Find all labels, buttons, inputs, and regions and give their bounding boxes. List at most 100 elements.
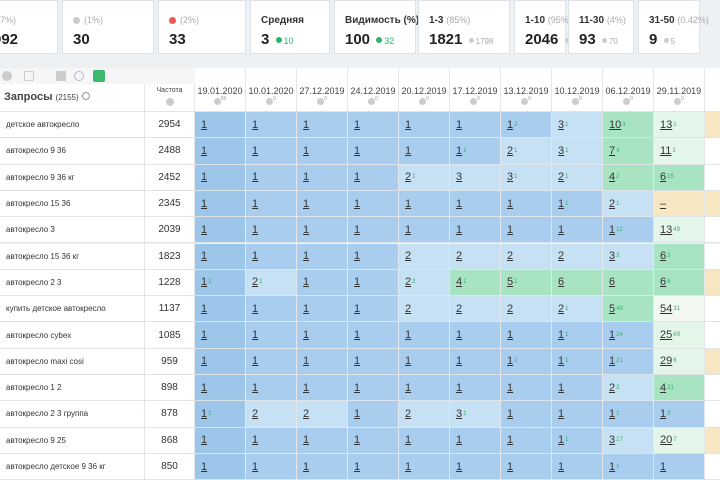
position[interactable]: 1 [507,197,514,210]
position[interactable]: 1 [303,118,310,131]
position[interactable]: 1 [354,197,361,210]
icon[interactable] [24,71,34,81]
position[interactable]: 1 [303,250,310,263]
position[interactable]: 1 [354,118,361,131]
position[interactable]: 1 [354,171,361,184]
query[interactable]: детское автокресло [0,112,145,139]
position[interactable]: 29 [660,355,673,368]
position[interactable]: 1 [558,355,565,368]
position[interactable]: 1 [456,355,463,368]
position[interactable]: 1 [201,460,208,473]
position[interactable]: 6 [609,276,616,289]
query[interactable]: автокресло cybex [0,322,145,349]
position[interactable]: 3 [456,407,463,420]
query[interactable]: автокресло детское 9 36 кг [0,453,145,480]
summary-card[interactable]: (2%) 33 [158,0,246,54]
position[interactable]: 13 [660,118,673,131]
position[interactable]: 4 [609,171,616,184]
query[interactable]: автокресло 3 [0,217,145,244]
date-header[interactable]: 20.12.2019 0 [399,68,450,112]
query[interactable]: автокресло 9 25 [0,427,145,454]
date-header[interactable]: 17.12.2019 0 [450,68,501,112]
position[interactable]: 1 [558,381,565,394]
position[interactable]: 2 [405,276,412,289]
position[interactable]: 1 [609,355,616,368]
position[interactable]: 1 [252,329,259,342]
position[interactable]: 7 [609,144,616,157]
position[interactable]: 11 [660,144,672,157]
position[interactable]: 5 [507,276,514,289]
icon[interactable] [93,70,105,82]
position[interactable]: 1 [609,223,616,236]
position[interactable]: 2 [405,407,412,420]
summary-card[interactable]: Видимость (%) 100 32 [334,0,419,54]
position[interactable]: 13 [660,223,673,236]
position[interactable]: 1 [609,407,616,420]
position[interactable]: 1 [354,223,361,236]
position[interactable]: 1 [507,118,514,131]
position[interactable]: 3 [456,171,463,184]
position[interactable]: 1 [201,144,208,157]
position[interactable]: 1 [507,223,514,236]
position[interactable]: 1 [354,302,361,315]
position[interactable]: 1 [201,171,208,184]
position[interactable]: 1 [303,355,310,368]
position[interactable]: 3 [507,171,514,184]
position[interactable]: 1 [201,407,208,420]
position[interactable]: 1 [507,460,514,473]
query[interactable]: купить детское автокресло [0,296,145,323]
position[interactable]: 1 [660,460,667,473]
position[interactable]: 2 [558,250,565,263]
date-header[interactable]: 10.01.2020 0 [246,68,297,112]
position[interactable]: 1 [252,250,259,263]
position[interactable]: – [660,197,667,210]
position[interactable]: 2 [303,407,310,420]
position[interactable]: 1 [201,250,208,263]
position[interactable]: 1 [456,197,463,210]
date-header[interactable]: 27.12.2019 0 [297,68,348,112]
query[interactable]: автокресло 15 36 кг [0,243,145,270]
position[interactable]: 1 [405,434,412,447]
position[interactable]: 1 [456,381,463,394]
position[interactable]: 2 [558,302,565,315]
position[interactable]: 1 [303,197,310,210]
query[interactable]: автокресло 9 36 кг [0,164,145,191]
date-header[interactable]: 29.11.2019 0 [654,68,705,112]
position[interactable]: 1 [507,355,514,368]
position[interactable]: 1 [201,223,208,236]
position[interactable]: 1 [405,118,412,131]
position[interactable]: 1 [252,171,259,184]
position[interactable]: 3 [609,250,616,263]
position[interactable]: 1 [303,381,310,394]
position[interactable]: 1 [201,118,208,131]
position[interactable]: 2 [405,171,412,184]
summary-card[interactable]: (1%) 30 [62,0,154,54]
position[interactable]: 1 [660,407,667,420]
position[interactable]: 1 [609,460,616,473]
position[interactable]: 1 [405,197,412,210]
position[interactable]: 1 [252,355,259,368]
position[interactable]: 1 [201,355,208,368]
position[interactable]: 1 [354,144,361,157]
position[interactable]: 25 [660,329,673,342]
position[interactable]: 1 [456,223,463,236]
position[interactable]: 1 [405,223,412,236]
date-header[interactable]: 24.12.2019 0 [348,68,399,112]
position[interactable]: 2 [252,407,259,420]
position[interactable]: 1 [252,118,259,131]
position[interactable]: 1 [354,355,361,368]
position[interactable]: 3 [558,144,565,157]
position[interactable]: 10 [609,118,622,131]
position[interactable]: 1 [201,381,208,394]
position[interactable]: 2 [456,302,463,315]
query[interactable]: автокресло 15 36 [0,190,145,218]
position[interactable]: 1 [303,223,310,236]
query[interactable]: автокресло maxi cosi [0,348,145,375]
position[interactable]: 1 [303,144,310,157]
position[interactable]: 1 [405,460,412,473]
position[interactable]: 1 [201,329,208,342]
position[interactable]: 1 [609,329,616,342]
date-header[interactable]: 19.01.2020 95 [195,68,246,112]
summary-card[interactable]: (97%) 092 [0,0,58,54]
position[interactable]: 2 [405,302,412,315]
